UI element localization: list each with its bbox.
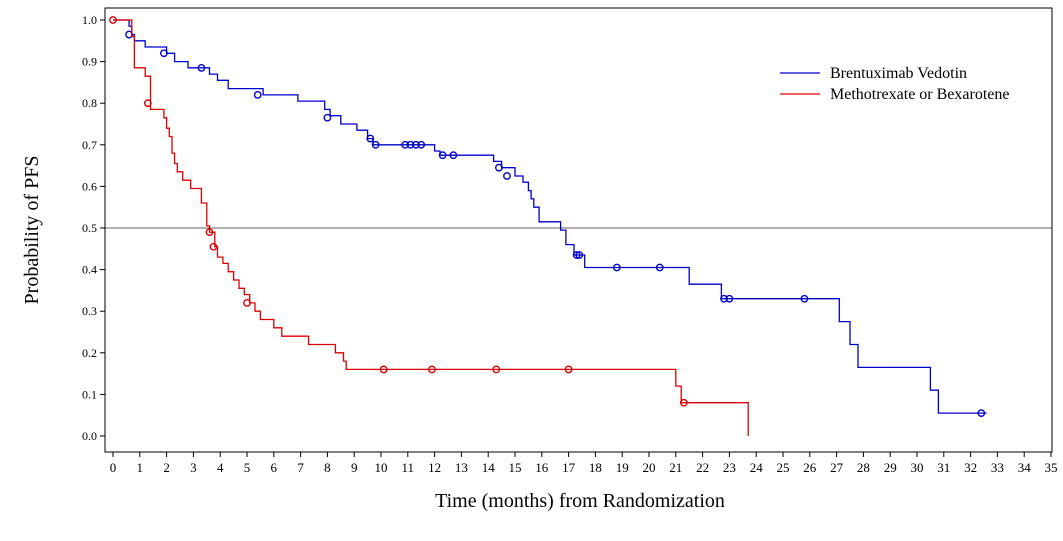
x-tick-label: 21 [669, 460, 682, 475]
x-tick-label: 16 [535, 460, 549, 475]
x-tick-label: 31 [937, 460, 950, 475]
x-tick-label: 30 [911, 460, 924, 475]
censor-mark-brentuximab [197, 63, 206, 72]
x-tick-label: 2 [163, 460, 170, 475]
x-tick-label: 18 [589, 460, 602, 475]
x-tick-label: 20 [643, 460, 656, 475]
plot-frame [104, 7, 1053, 453]
censor-mark-brentuximab [406, 140, 415, 149]
y-tick-label: 0.1 [82, 387, 97, 401]
x-tick-label: 23 [723, 460, 736, 475]
censor-mark-brentuximab [417, 140, 426, 149]
x-axis-title: Time (months) from Randomization [435, 490, 725, 512]
y-tick-label: 0.8 [82, 96, 97, 110]
censor-mark-brentuximab [720, 294, 728, 303]
censor-mark-methotrexate [109, 16, 117, 24]
y-tick-label: 0.6 [82, 179, 97, 193]
y-tick-label: 1.0 [82, 13, 97, 27]
censor-mark-brentuximab [572, 251, 581, 259]
x-tick-label: 25 [777, 460, 790, 475]
y-axis-title: Probability of PFS [21, 156, 43, 305]
x-tick-label: 4 [217, 460, 224, 475]
y-tick-label: 0.9 [82, 55, 97, 69]
censor-mark-methotrexate [428, 365, 436, 374]
x-tick-label: 27 [830, 460, 844, 475]
censor-mark-methotrexate [564, 365, 573, 374]
x-tick-label: 15 [509, 460, 522, 475]
censor-mark-methotrexate [143, 99, 152, 108]
x-tick-label: 10 [375, 460, 388, 475]
y-tick-label: 0.0 [82, 429, 97, 443]
x-tick-label: 35 [1045, 460, 1058, 475]
y-tick-label: 0.7 [82, 138, 97, 152]
censor-mark-brentuximab [725, 294, 734, 303]
legend: Brentuximab Vedotin Methotrexate or Bexa… [780, 65, 1009, 103]
x-tick-label: 6 [271, 460, 278, 475]
x-tick-label: 24 [750, 460, 764, 475]
series-line-methotrexate [113, 19, 749, 436]
censor-mark-methotrexate [205, 228, 214, 237]
x-tick-label: 1 [137, 460, 144, 475]
legend-label-brentuximab: Brentuximab Vedotin [830, 65, 967, 82]
censor-mark-brentuximab [411, 140, 420, 149]
censor-mark-brentuximab [495, 163, 503, 172]
censor-mark-brentuximab [612, 263, 621, 272]
x-tick-label: 11 [402, 460, 415, 475]
x-tick-label: 0 [110, 460, 117, 475]
censor-mark-methotrexate [679, 398, 688, 407]
x-tick-label: 17 [562, 460, 576, 475]
censor-mark-methotrexate [379, 365, 388, 374]
x-tick-label: 13 [455, 460, 468, 475]
y-tick-label: 0.5 [82, 221, 97, 235]
x-tick-label: 22 [696, 460, 709, 475]
censor-mark-brentuximab [401, 140, 410, 149]
x-tick-label: 8 [324, 460, 331, 475]
series-line-brentuximab [113, 19, 987, 414]
x-tick-label: 33 [991, 460, 1004, 475]
x-tick-label: 26 [803, 460, 817, 475]
censor-mark-brentuximab [655, 263, 664, 272]
x-tick-label: 19 [616, 460, 629, 475]
x-tick-label: 3 [190, 460, 197, 475]
censor-mark-brentuximab [323, 113, 332, 122]
series-layer [109, 16, 987, 436]
censor-mark-brentuximab [575, 251, 584, 259]
x-tick-label: 9 [351, 460, 358, 475]
censor-mark-brentuximab [800, 294, 809, 303]
censor-mark-brentuximab [977, 409, 986, 418]
censor-mark-brentuximab [253, 90, 262, 99]
axes-layer: 0.00.10.20.30.40.50.60.70.80.91.00 1 2 3 4 5 6… [82, 7, 1058, 475]
x-tick-label: 7 [297, 460, 304, 475]
censor-mark-methotrexate [209, 242, 218, 251]
censor-mark-brentuximab [438, 151, 447, 160]
x-tick-label: 5 [244, 460, 251, 475]
x-tick-label: 34 [1018, 460, 1032, 475]
x-tick-label: 28 [857, 460, 870, 475]
censor-mark-methotrexate [492, 365, 501, 374]
y-tick-label: 0.4 [82, 263, 97, 277]
censor-mark-brentuximab [160, 49, 168, 58]
x-tick-label: 29 [884, 460, 897, 475]
censor-mark-brentuximab [449, 151, 458, 160]
legend-label-methotrexate: Methotrexate or Bexarotene [830, 86, 1009, 103]
y-tick-label: 0.2 [82, 346, 97, 360]
censor-mark-brentuximab [503, 172, 511, 180]
x-tick-label: 14 [482, 460, 496, 475]
censor-mark-brentuximab [371, 140, 380, 149]
censor-mark-brentuximab [366, 134, 375, 143]
y-tick-label: 0.3 [82, 304, 97, 318]
x-tick-label: 12 [428, 460, 441, 475]
x-tick-label: 32 [964, 460, 977, 475]
censor-mark-methotrexate [243, 298, 251, 307]
